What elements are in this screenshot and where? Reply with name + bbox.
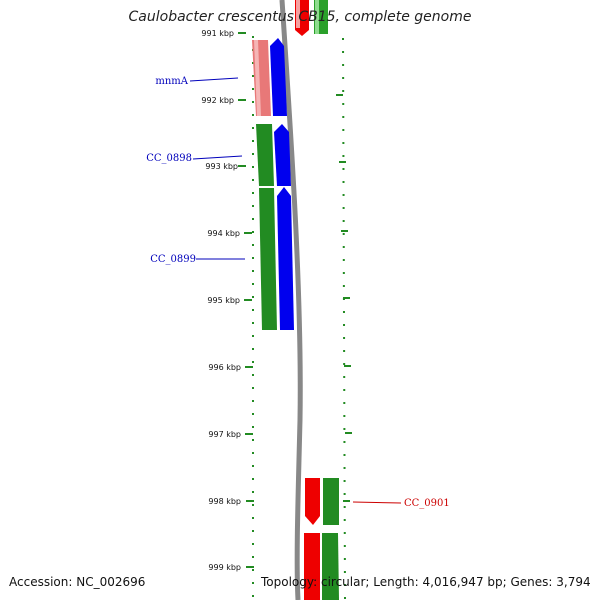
kbp-label: 999 kbp xyxy=(208,563,241,572)
accession-text: Accession: NC_002696 xyxy=(9,575,146,589)
gene-mnmA-highlight xyxy=(254,40,261,116)
gene-label-CC_0901[interactable]: CC_0901 xyxy=(404,498,450,509)
gene-reverse-partial[interactable] xyxy=(296,0,300,28)
gene-CC_0899[interactable] xyxy=(259,188,277,330)
genome-backbone xyxy=(279,0,303,600)
kbp-label: 997 kbp xyxy=(208,430,241,439)
cds-CC_0899[interactable] xyxy=(277,187,294,330)
gene-CC_0898[interactable] xyxy=(256,124,274,186)
map-title: Caulobacter crescentus CB15, complete ge… xyxy=(128,9,472,25)
gene-forward-partial-highlight xyxy=(315,0,319,34)
right-major-ticks xyxy=(336,94,352,502)
leader-line-CC_0898 xyxy=(192,155,243,160)
leader-line-mnmA xyxy=(189,77,239,82)
gene-label-CC_0898[interactable]: CC_0898 xyxy=(146,153,192,164)
kbp-label: 993 kbp xyxy=(205,162,238,171)
kbp-axis: 991 kbp 992 kbp 993 kbp 994 kbp 995 kbp … xyxy=(201,29,254,572)
gene-CC_0901[interactable] xyxy=(323,478,339,525)
gene-label-mnmA[interactable]: mnmA xyxy=(155,76,188,87)
kbp-label: 998 kbp xyxy=(208,497,241,506)
right-tick-ruler xyxy=(342,37,346,600)
kbp-label: 991 kbp xyxy=(201,29,234,38)
kbp-label: 992 kbp xyxy=(201,96,234,105)
cds-next-reverse[interactable] xyxy=(304,533,320,600)
gene-next[interactable] xyxy=(322,533,339,600)
genome-summary-text: Topology: circular; Length: 4,016,947 bp… xyxy=(261,575,591,589)
kbp-label: 995 kbp xyxy=(207,296,240,305)
leader-line-CC_0901 xyxy=(352,501,402,504)
cds-CC_0901[interactable] xyxy=(305,478,320,525)
cds-mnmA[interactable] xyxy=(270,38,287,116)
kbp-label: 994 kbp xyxy=(207,229,240,238)
kbp-label: 996 kbp xyxy=(208,363,241,372)
cds-CC_0898[interactable] xyxy=(274,124,291,186)
gene-label-CC_0899[interactable]: CC_0899 xyxy=(150,254,196,265)
